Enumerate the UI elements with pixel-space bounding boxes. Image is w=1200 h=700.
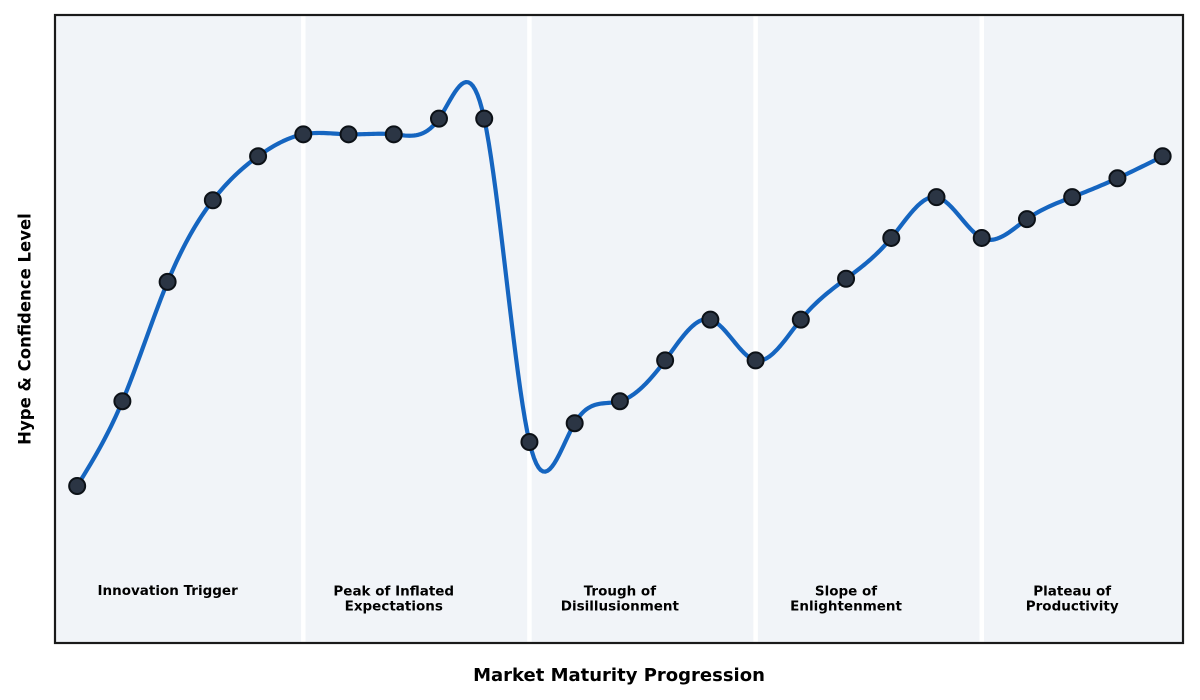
data-point bbox=[1153, 147, 1172, 166]
data-point bbox=[475, 109, 494, 128]
data-point bbox=[565, 414, 584, 433]
phase-label: Trough of Disillusionment bbox=[561, 584, 680, 615]
data-point bbox=[882, 228, 901, 247]
phase-labels: Innovation Trigger Peak of Inflated Expect… bbox=[97, 583, 1118, 615]
phase-label: Slope of Enlightenment bbox=[790, 584, 902, 615]
phase-label: Innovation Trigger bbox=[97, 583, 238, 599]
data-point bbox=[791, 310, 810, 329]
data-point bbox=[68, 477, 87, 495]
data-point bbox=[1063, 188, 1082, 207]
data-point bbox=[1108, 169, 1127, 188]
data-point bbox=[927, 188, 946, 207]
data-point bbox=[203, 191, 222, 210]
data-point bbox=[972, 228, 991, 247]
plot-background bbox=[55, 15, 1183, 643]
data-point bbox=[701, 310, 720, 329]
data-point bbox=[1017, 210, 1036, 229]
x-axis-label: Market Maturity Progression bbox=[473, 665, 765, 686]
data-point bbox=[339, 125, 358, 144]
data-point bbox=[610, 392, 629, 411]
data-point bbox=[520, 433, 539, 452]
data-point bbox=[158, 272, 177, 291]
phase-separators bbox=[301, 16, 984, 642]
data-point bbox=[656, 351, 675, 370]
data-point bbox=[429, 109, 448, 128]
phase-label: Plateau of Productivity bbox=[1026, 584, 1119, 615]
data-point bbox=[837, 269, 856, 288]
data-points bbox=[68, 109, 1172, 495]
phase-label: Peak of Inflated Expectations bbox=[333, 584, 454, 615]
y-axis-label: Hype & Confidence Level bbox=[15, 213, 34, 445]
data-point bbox=[384, 125, 403, 144]
data-point bbox=[113, 392, 132, 411]
data-point bbox=[294, 125, 313, 144]
data-point bbox=[249, 147, 268, 166]
plot-border bbox=[53, 13, 1185, 645]
data-point bbox=[746, 351, 765, 370]
